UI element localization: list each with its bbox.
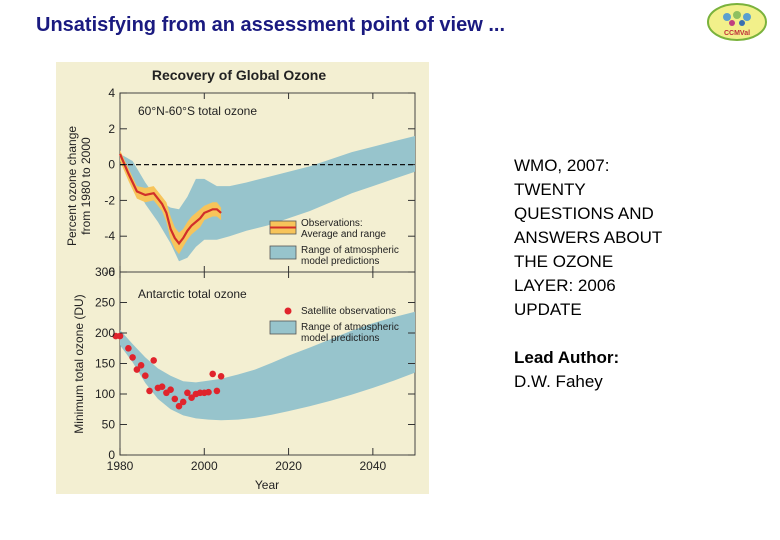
bottom-y-tick-label: 250 — [95, 296, 115, 310]
x-tick-label: 2000 — [191, 459, 218, 473]
reference-text-block: WMO, 2007: TWENTY QUESTIONS AND ANSWERS … — [514, 154, 754, 394]
satellite-point — [184, 389, 191, 397]
bottom-legend-model-label2: model predictions — [301, 333, 379, 344]
x-tick-label: 1980 — [107, 459, 134, 473]
bottom-y-tick-label: 150 — [95, 357, 115, 371]
bottom-y-axis: 300 250 200 150 100 50 0 — [95, 265, 415, 462]
top-legend-obs-label1: Observations: — [301, 218, 363, 229]
satellite-point — [188, 394, 195, 402]
bottom-legend-model-swatch — [269, 320, 297, 335]
bottom-legend-satellite-dot — [284, 307, 292, 315]
bottom-y-tick-label: 50 — [102, 418, 116, 432]
top-y-tick-label: 4 — [108, 86, 115, 100]
satellite-point — [205, 388, 212, 396]
bottom-legend-model-label1: Range of atmospheric — [301, 322, 399, 333]
top-y-label-line2: from 1980 to 2000 — [79, 137, 93, 235]
ozone-recovery-figure: Recovery of Global Ozone 4 2 0 -2 -4 -6 300 25… — [56, 62, 429, 494]
x-tick-label: 2040 — [360, 459, 387, 473]
top-y-tick-label: 0 — [108, 158, 115, 172]
satellite-point — [137, 362, 145, 369]
bottom-y-label: Minimum total ozone (DU) — [72, 294, 86, 433]
lead-author-label: Lead Author: — [514, 348, 620, 367]
satellite-point — [116, 332, 124, 340]
bottom-y-tick-label: 300 — [95, 265, 115, 279]
chart-title: Recovery of Global Ozone — [152, 67, 326, 83]
x-tick-label: 2020 — [275, 459, 302, 473]
satellite-point — [125, 345, 132, 352]
bottom-y-tick-label: 100 — [95, 387, 115, 401]
top-y-tick-label: -4 — [104, 229, 115, 243]
bottom-legend-satellite-label: Satellite observations — [301, 306, 396, 317]
satellite-point — [179, 398, 187, 406]
top-observation-average-line — [118, 153, 222, 246]
bottom-panel-title: Antarctic total ozone — [138, 287, 247, 301]
reference-citation: WMO, 2007: TWENTY QUESTIONS AND ANSWERS … — [514, 156, 663, 319]
slide-title: Unsatisfying from an assessment point of… — [36, 14, 505, 36]
figure-background — [56, 62, 429, 494]
satellite-points — [112, 332, 225, 410]
top-legend-model-label2: model predictions — [301, 256, 379, 267]
satellite-point — [171, 395, 179, 403]
satellite-point — [150, 357, 157, 364]
satellite-point — [158, 383, 166, 391]
top-y-tick-label: 2 — [108, 122, 115, 136]
ccmval-logo: CCMVal — [707, 3, 767, 41]
bottom-y-tick-label: 200 — [95, 326, 115, 340]
x-axis-label: Year — [255, 478, 279, 492]
x-axis: 1980 2000 2020 2040 — [107, 93, 387, 473]
satellite-point — [142, 372, 149, 380]
satellite-point — [133, 366, 141, 373]
top-y-tick-label: -2 — [104, 193, 115, 207]
top-y-label-line1: Percent ozone change — [65, 126, 79, 246]
satellite-point — [213, 387, 221, 395]
top-legend-obs-label2: Average and range — [301, 229, 386, 240]
top-legend-model-swatch — [269, 245, 297, 260]
ozone-chart: Recovery of Global Ozone 4 2 0 -2 -4 -6 300 25… — [56, 62, 429, 494]
bottom-y-tick-label: 0 — [108, 448, 115, 462]
top-y-tick-label: -6 — [104, 265, 115, 279]
top-legend-model-label1: Range of atmospheric — [301, 245, 399, 256]
satellite-point — [146, 387, 153, 395]
satellite-point — [209, 370, 216, 378]
satellite-point — [175, 402, 183, 410]
satellite-point — [167, 386, 174, 394]
top-panel-title: 60°N-60°S total ozone — [138, 104, 257, 118]
satellite-point — [217, 373, 225, 380]
logo-text: CCMVal — [724, 30, 750, 37]
satellite-point — [129, 354, 136, 361]
top-observation-range — [120, 150, 222, 255]
lead-author-name: D.W. Fahey — [514, 372, 603, 391]
